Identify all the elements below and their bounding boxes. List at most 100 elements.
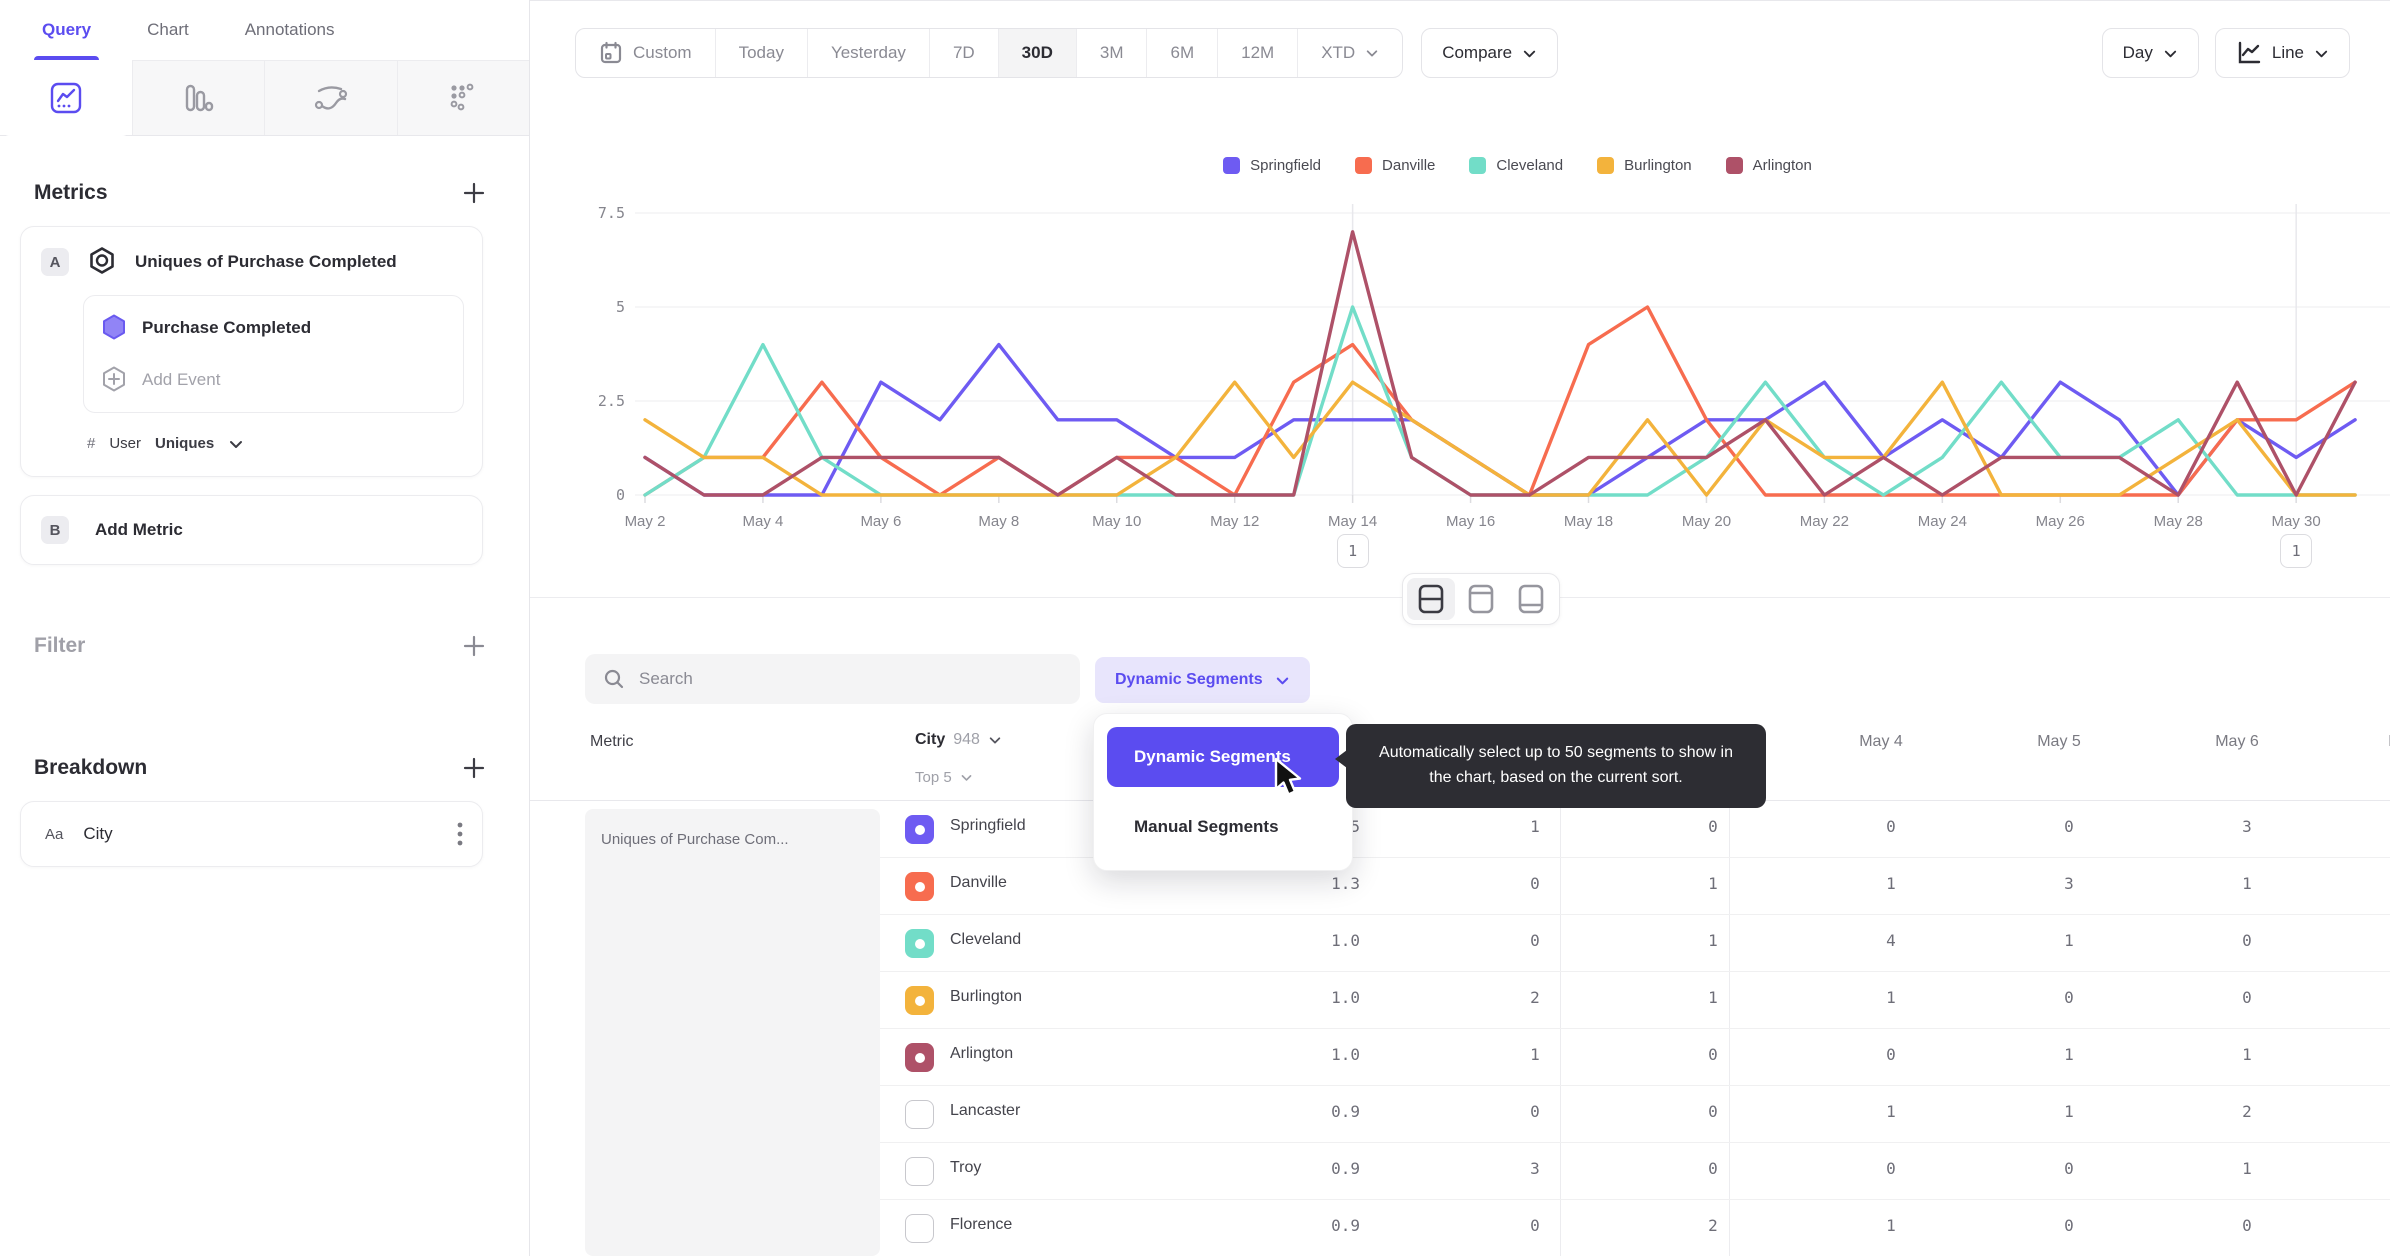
segment-checkbox[interactable]: [905, 872, 934, 901]
segment-checkbox[interactable]: [905, 815, 934, 844]
plus-icon: [463, 757, 485, 779]
menu-item-dynamic-segments[interactable]: Dynamic Segments: [1107, 727, 1339, 787]
table-row-burlington[interactable]: Burlington 1.0 2 1 1 0 0: [880, 972, 2390, 1029]
layout-table-bottom-button[interactable]: [1507, 578, 1555, 620]
add-metric-label: Add Metric: [95, 520, 183, 539]
metric-a-title[interactable]: Uniques of Purchase Completed: [135, 252, 397, 271]
day-column-header: May 7: [2388, 733, 2390, 751]
segment-checkbox[interactable]: [905, 1157, 934, 1186]
day-value: 1: [1708, 931, 1718, 950]
range-button-yesterday[interactable]: Yesterday: [806, 29, 929, 77]
day-value: 0: [1708, 1045, 1718, 1064]
add-metric-card[interactable]: B Add Metric: [20, 495, 483, 565]
metric-hexagon-icon: [90, 247, 114, 274]
annotation-badge[interactable]: 1: [2280, 534, 2313, 568]
city-count: 948: [953, 731, 980, 748]
menu-item-manual-segments[interactable]: Manual Segments: [1134, 817, 1279, 836]
day-value: 1: [2242, 1159, 2252, 1178]
legend-label: Arlington: [1752, 157, 1812, 174]
day-value: 1: [1886, 988, 1896, 1007]
compare-button[interactable]: Compare: [1421, 28, 1559, 78]
add-event-row[interactable]: Add Event: [84, 354, 463, 406]
chart-area: 0 2.5 5 7.5 May 2 May 4 May 6 May 8 May 10 May 12…: [530, 186, 2390, 576]
day-value: 0: [2064, 1216, 2074, 1235]
add-metric-plus-button[interactable]: [459, 178, 489, 208]
segment-checkbox[interactable]: [905, 986, 934, 1015]
day-value: 0: [1886, 1159, 1896, 1178]
chart-svg[interactable]: 0 2.5 5 7.5 May 2 May 4 May 6 May 8 May 10 May 12…: [530, 186, 2390, 576]
segment-average: 1.3: [1331, 874, 1360, 893]
table-row-florence[interactable]: Florence 0.9 0 2 1 0 0: [880, 1200, 2390, 1256]
annotation-badge[interactable]: 1: [1336, 534, 1369, 568]
range-button-custom[interactable]: Custom: [576, 29, 715, 77]
segment-checkbox[interactable]: [905, 929, 934, 958]
legend-item-danville[interactable]: Danville: [1355, 157, 1435, 174]
tab-bar-chart[interactable]: [131, 60, 264, 135]
y-tick-label: 2.5: [598, 392, 625, 410]
chart-style-button[interactable]: Line: [2214, 28, 2350, 78]
range-button-6m[interactable]: 6M: [1146, 29, 1217, 77]
tab-annotations[interactable]: Annotations: [244, 20, 335, 39]
table-row-danville[interactable]: Danville 1.3 0 1 1 3 1: [880, 858, 2390, 915]
tab-flow-chart[interactable]: [264, 60, 397, 135]
x-tick-label: May 12: [1210, 513, 1259, 530]
range-button-7d[interactable]: 7D: [928, 29, 998, 77]
day-value: 1: [2064, 931, 2074, 950]
day-value: 0: [2064, 1159, 2074, 1178]
range-button-xtd[interactable]: XTD: [1297, 29, 1402, 77]
y-tick-label: 5: [616, 298, 625, 316]
compare-label: Compare: [1442, 43, 1513, 62]
add-breakdown-button[interactable]: [459, 753, 489, 783]
segment-name: Lancaster: [950, 1102, 1021, 1119]
top-n-selector[interactable]: Top 5: [915, 769, 973, 786]
tab-line-chart[interactable]: [0, 60, 132, 136]
table-row-arlington[interactable]: Arlington 1.0 1 0 0 1 1: [880, 1029, 2390, 1086]
day-value: 2: [1530, 988, 1540, 1007]
day-value: 0: [1886, 817, 1896, 836]
segment-name: Arlington: [950, 1045, 1014, 1062]
granularity-button[interactable]: Day: [2101, 28, 2199, 78]
layout-split-button[interactable]: [1407, 578, 1455, 620]
segment-search-input[interactable]: Search: [585, 654, 1080, 704]
range-button-30d[interactable]: 30D: [997, 29, 1076, 77]
chevron-down-icon: [1366, 50, 1378, 57]
city-column-header[interactable]: City 948: [915, 731, 1002, 749]
legend-item-springfield[interactable]: Springfield: [1223, 157, 1321, 174]
range-label: Custom: [633, 43, 692, 62]
segment-checkbox[interactable]: [905, 1043, 934, 1072]
kebab-menu-icon[interactable]: [456, 819, 464, 849]
metric-card-a: A Uniques of Purchase Completed Purchase…: [20, 226, 483, 477]
flow-icon: [314, 86, 347, 110]
breakdown-city-label: City: [83, 824, 113, 843]
add-filter-button[interactable]: [459, 631, 489, 661]
segments-mode-button[interactable]: Dynamic Segments: [1095, 657, 1310, 703]
table-row-lancaster[interactable]: Lancaster 0.9 0 0 1 1 2: [880, 1086, 2390, 1143]
day-value: 1: [1530, 1045, 1540, 1064]
segments-tooltip: Automatically select up to 50 segments t…: [1335, 724, 1766, 808]
segment-checkbox[interactable]: [905, 1100, 934, 1129]
tab-chart[interactable]: Chart: [147, 20, 189, 39]
day-value: 0: [2242, 931, 2252, 950]
tab-query[interactable]: Query: [33, 0, 100, 60]
segment-checkbox[interactable]: [905, 1214, 934, 1243]
search-icon: [604, 669, 624, 689]
table-row-troy[interactable]: Troy 0.9 3 0 0 0 1: [880, 1143, 2390, 1200]
day-value: 0: [2064, 988, 2074, 1007]
measure-selector[interactable]: # User Uniques: [87, 435, 464, 452]
range-button-today[interactable]: Today: [714, 29, 807, 77]
event-row-purchase-completed[interactable]: Purchase Completed: [84, 302, 463, 354]
legend-item-burlington[interactable]: Burlington: [1597, 157, 1692, 174]
legend-item-arlington[interactable]: Arlington: [1725, 157, 1812, 174]
table-row-cleveland[interactable]: Cleveland 1.0 0 1 4 1 0: [880, 915, 2390, 972]
layout-chart-top-button[interactable]: [1457, 578, 1505, 620]
range-button-3m[interactable]: 3M: [1075, 29, 1147, 77]
x-tick-label: May 28: [2154, 513, 2203, 530]
segment-rows: Springfield1.510003Danville1.301131Cleve…: [880, 801, 2390, 1256]
breakdown-city-item[interactable]: Aa City: [20, 801, 483, 867]
legend-swatch-icon: [1597, 157, 1615, 174]
measure-user: User: [109, 435, 142, 452]
legend-item-cleveland[interactable]: Cleveland: [1469, 157, 1563, 174]
tab-scatter-chart[interactable]: [396, 60, 529, 135]
range-button-12m[interactable]: 12M: [1217, 29, 1297, 77]
